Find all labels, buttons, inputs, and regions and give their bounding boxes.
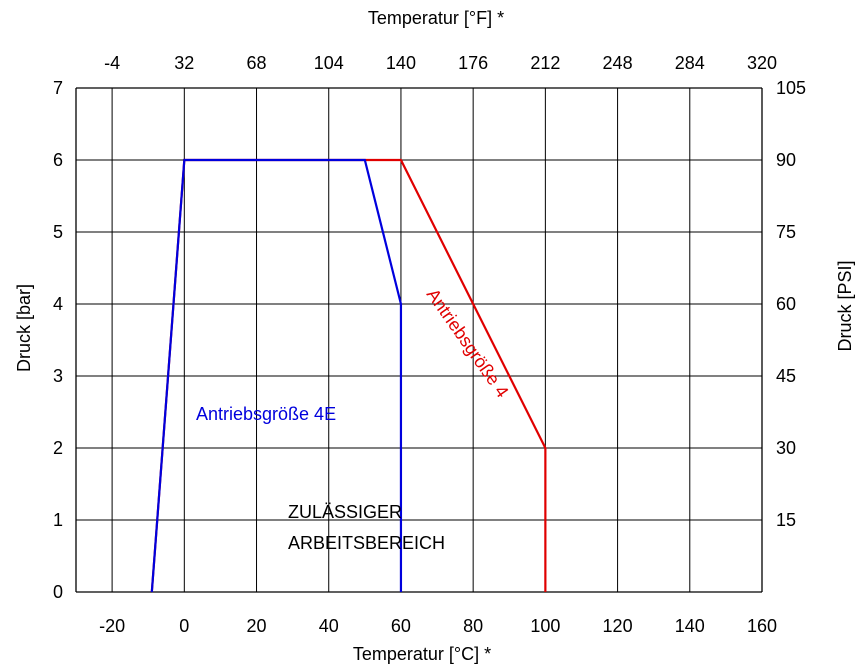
y-tick-label-left: 6 <box>53 150 63 170</box>
annotation-region-line1: ZULÄSSIGER <box>288 502 402 522</box>
x-tick-label-bottom: 40 <box>319 616 339 636</box>
y-tick-label-left: 3 <box>53 366 63 386</box>
tick-labels: -20 0 20 40 60 80 100 120 140 160-4 32 68 104 140 176 2… <box>53 53 806 636</box>
x-tick-label-bottom: 80 <box>463 616 483 636</box>
series-layer <box>150 158 547 593</box>
y-tick-label-right: 15 <box>776 510 796 530</box>
y-tick-label-left: 7 <box>53 78 63 98</box>
y-tick-label-left: 2 <box>53 438 63 458</box>
x-tick-label-bottom: 60 <box>391 616 411 636</box>
x-axis-label-top: Temperatur [°F] * <box>368 8 504 28</box>
y-tick-label-right: 30 <box>776 438 796 458</box>
x-tick-label-top: 212 <box>530 53 560 73</box>
x-tick-label-bottom: -20 <box>99 616 125 636</box>
x-tick-label-top: 284 <box>675 53 705 73</box>
y-tick-label-right: 60 <box>776 294 796 314</box>
annotation-blue-series: Antriebsgröße 4E <box>196 404 336 424</box>
y-tick-label-left: 0 <box>53 582 63 602</box>
x-tick-label-bottom: 0 <box>179 616 189 636</box>
x-tick-label-bottom: 100 <box>530 616 560 636</box>
x-tick-label-top: 320 <box>747 53 777 73</box>
annotation-region-line2: ARBEITSBEREICH <box>288 533 445 553</box>
grid <box>76 88 762 592</box>
y-axis-label-right: Druck [PSI] <box>835 260 855 351</box>
y-tick-label-right: 90 <box>776 150 796 170</box>
plot-frame <box>75 87 763 593</box>
x-tick-label-bottom: 120 <box>603 616 633 636</box>
series-line-antriebsgroesse-4e <box>150 158 403 593</box>
y-axis-label-left: Druck [bar] <box>14 284 34 372</box>
annotation-red-series: Antriebsgröße 4 <box>423 285 513 401</box>
x-tick-label-top: 104 <box>314 53 344 73</box>
y-tick-label-right: 45 <box>776 366 796 386</box>
x-tick-label-top: 248 <box>603 53 633 73</box>
y-tick-label-left: 1 <box>53 510 63 530</box>
x-tick-label-top: 176 <box>458 53 488 73</box>
y-tick-label-left: 5 <box>53 222 63 242</box>
x-axis-label-bottom: Temperatur [°C] * <box>353 644 491 664</box>
x-tick-label-top: -4 <box>104 53 120 73</box>
y-tick-label-left: 4 <box>53 294 63 314</box>
x-tick-label-bottom: 160 <box>747 616 777 636</box>
x-tick-label-top: 68 <box>247 53 267 73</box>
y-tick-label-right: 105 <box>776 78 806 98</box>
x-tick-label-top: 32 <box>174 53 194 73</box>
y-tick-label-right: 75 <box>776 222 796 242</box>
x-tick-label-bottom: 140 <box>675 616 705 636</box>
x-tick-label-bottom: 20 <box>247 616 267 636</box>
x-tick-label-top: 140 <box>386 53 416 73</box>
